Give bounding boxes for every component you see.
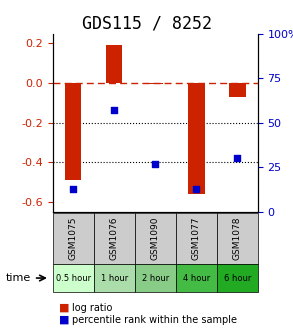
Text: ■: ■ (59, 303, 69, 313)
Point (153, 161, 158, 166)
Text: GSM1078: GSM1078 (233, 217, 242, 260)
Text: ■: ■ (59, 315, 69, 325)
Bar (65, 83, 81, 180)
Text: GDS115 / 8252: GDS115 / 8252 (81, 14, 212, 33)
Text: 6 hour: 6 hour (224, 274, 251, 283)
Bar (188, 83, 205, 194)
Point (71, 186, 76, 191)
Text: GSM1090: GSM1090 (151, 217, 160, 260)
Text: 1 hour: 1 hour (100, 274, 128, 283)
Text: GSM1077: GSM1077 (192, 217, 201, 260)
Bar (147, 83, 163, 84)
Text: time: time (6, 273, 31, 283)
Bar (229, 83, 246, 97)
Text: log ratio: log ratio (72, 303, 112, 313)
Text: percentile rank within the sample: percentile rank within the sample (72, 315, 237, 325)
Bar (106, 45, 122, 83)
Text: 2 hour: 2 hour (142, 274, 169, 283)
Text: GSM1075: GSM1075 (69, 217, 78, 260)
Text: 4 hour: 4 hour (183, 274, 210, 283)
Text: 0.5 hour: 0.5 hour (56, 274, 91, 283)
Point (194, 186, 199, 191)
Point (112, 108, 117, 113)
Text: GSM1076: GSM1076 (110, 217, 119, 260)
Point (235, 156, 240, 161)
